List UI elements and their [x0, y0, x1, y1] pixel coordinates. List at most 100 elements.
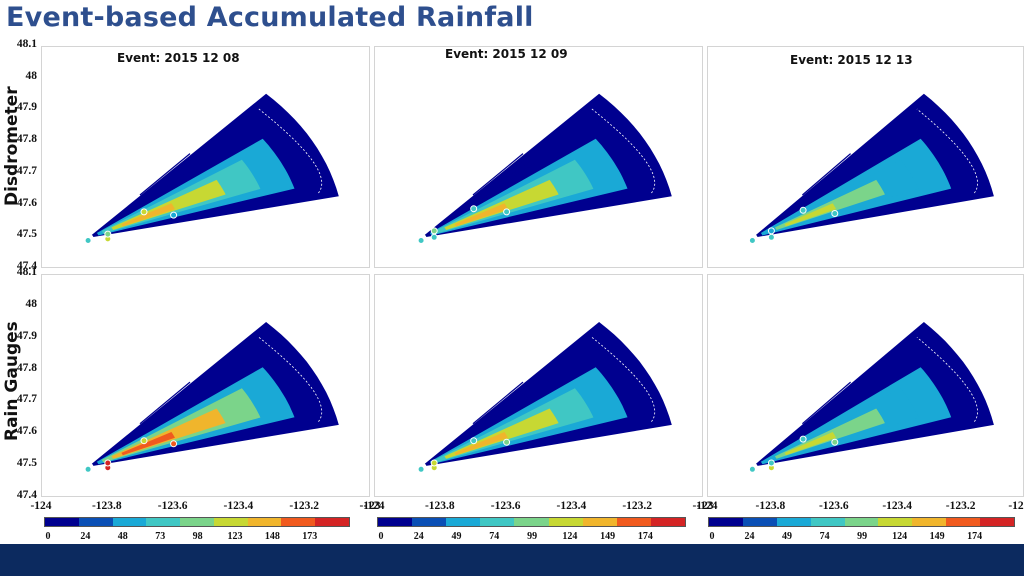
event-label: Event: 2015 12 08 [117, 51, 240, 65]
radar-streak [801, 153, 852, 196]
radar-streak [143, 388, 199, 428]
chart-panel-bottom-left [41, 274, 370, 497]
radar-streak [807, 162, 863, 201]
y-tick-label: 48 [25, 69, 38, 82]
radar-streak [805, 159, 859, 199]
radar-streak [141, 384, 195, 426]
radar-streak [478, 162, 536, 201]
radar-streak [474, 384, 528, 426]
colorbar-tick-label: 174 [967, 531, 983, 542]
site-point [430, 233, 438, 241]
site-point [767, 233, 775, 241]
colorbar-tick-label: 174 [637, 531, 653, 542]
colorbar-tick-label: 99 [527, 531, 538, 542]
colorbar-segment [980, 518, 1015, 526]
colorbar-segment [514, 518, 549, 526]
radar-streak [472, 153, 524, 196]
colorbar-tick-label: 173 [302, 531, 318, 542]
chart-panel-bottom-right [707, 274, 1024, 497]
radar-streak [139, 153, 191, 196]
x-tick-label: -124 [363, 500, 385, 512]
x-tick-label: -123.4 [223, 500, 254, 512]
site-point [140, 208, 148, 216]
colorbar-segment [45, 518, 79, 526]
colorbar-segment [616, 518, 651, 526]
x-tick-label: -124 [696, 500, 718, 512]
radar-map-bottom-left [84, 322, 339, 473]
colorbar-segment [446, 518, 481, 526]
y-tick-label: 47.6 [16, 425, 37, 438]
chart-panel-top-middle: Event: 2015 12 09 [374, 46, 703, 268]
site-point [748, 465, 756, 473]
colorbar-segment [709, 518, 743, 526]
colorbar-segment [281, 518, 316, 526]
rain-band-core [784, 432, 837, 456]
radar-streak [805, 388, 859, 428]
site-point [104, 459, 112, 467]
radar-map-top-right [748, 93, 994, 244]
site-point [799, 435, 807, 443]
x-tick-label: -123.4 [882, 500, 913, 512]
row-label-rain-gauges: Rain Gauges [2, 321, 22, 441]
site-point [104, 230, 112, 238]
radar-streak [141, 156, 195, 198]
colorbar-segment [480, 518, 515, 526]
site-point [170, 440, 178, 448]
radar-streak [145, 162, 203, 201]
rain-band-core [784, 203, 837, 227]
colorbar-tick-label: 124 [562, 531, 578, 542]
x-tick-label: -123.6 [490, 500, 521, 512]
chart-panel-top-left: Event: 2015 12 08 [41, 46, 370, 268]
x-tick-label: -123.8 [755, 500, 786, 512]
x-tick-label: -123.2 [945, 500, 976, 512]
y-tick-label: 48.1 [16, 266, 37, 278]
colorbar-tick-label: 124 [892, 531, 908, 542]
site-point [831, 210, 839, 217]
colorbar-segment [112, 518, 147, 526]
rain-band-core [454, 432, 508, 456]
x-tick-label: -124 [30, 500, 52, 512]
radar-streak [478, 391, 536, 430]
radar-streak [145, 391, 203, 430]
y-tick-label: 47.6 [16, 196, 37, 209]
x-tick-label: -123.8 [91, 500, 122, 512]
radar-streak [474, 156, 528, 198]
radar-streak [472, 381, 524, 425]
colorbar-tick-label: 148 [264, 531, 280, 542]
colorbar-segment [844, 518, 879, 526]
slide-title: Event-based Accumulated Rainfall [6, 2, 534, 33]
x-tick-label: -123.6 [818, 500, 849, 512]
y-tick-label: 47.7 [16, 393, 37, 406]
colorbar-segment [315, 518, 350, 526]
colorbar-segment [878, 518, 913, 526]
colorbar-segment [180, 518, 214, 526]
range-ring [591, 108, 656, 194]
radar-streak [143, 159, 199, 199]
colorbar-segment [776, 518, 811, 526]
colorbar-1 [44, 517, 350, 527]
colorbar-tick-label: 0 [45, 531, 51, 542]
x-tick-label: -123.6 [157, 500, 188, 512]
radar-streak [804, 156, 855, 198]
colorbar-tick-label: 49 [782, 531, 793, 542]
site-point [417, 237, 425, 244]
site-point [84, 237, 92, 244]
colorbar-tick-label: 99 [857, 531, 868, 542]
chart-panel-top-right: Event: 2015 12 13 [707, 46, 1024, 268]
colorbar-tick-label: 49 [451, 531, 462, 542]
range-ring [258, 108, 323, 194]
site-point [84, 465, 92, 473]
colorbar-tick-label: 0 [709, 531, 715, 542]
radar-map-top-left [84, 93, 339, 244]
radar-streak [476, 159, 532, 199]
site-point [140, 437, 148, 445]
colorbar-segment [582, 518, 617, 526]
site-point [417, 465, 425, 473]
x-tick-label: -123.8 [424, 500, 455, 512]
colorbar-segment [810, 518, 845, 526]
colorbar-tick-label: 24 [80, 531, 91, 542]
radar-map-bottom-right [748, 322, 994, 473]
event-label: Event: 2015 12 13 [790, 53, 913, 67]
site-point [170, 211, 178, 219]
range-ring [258, 336, 323, 422]
